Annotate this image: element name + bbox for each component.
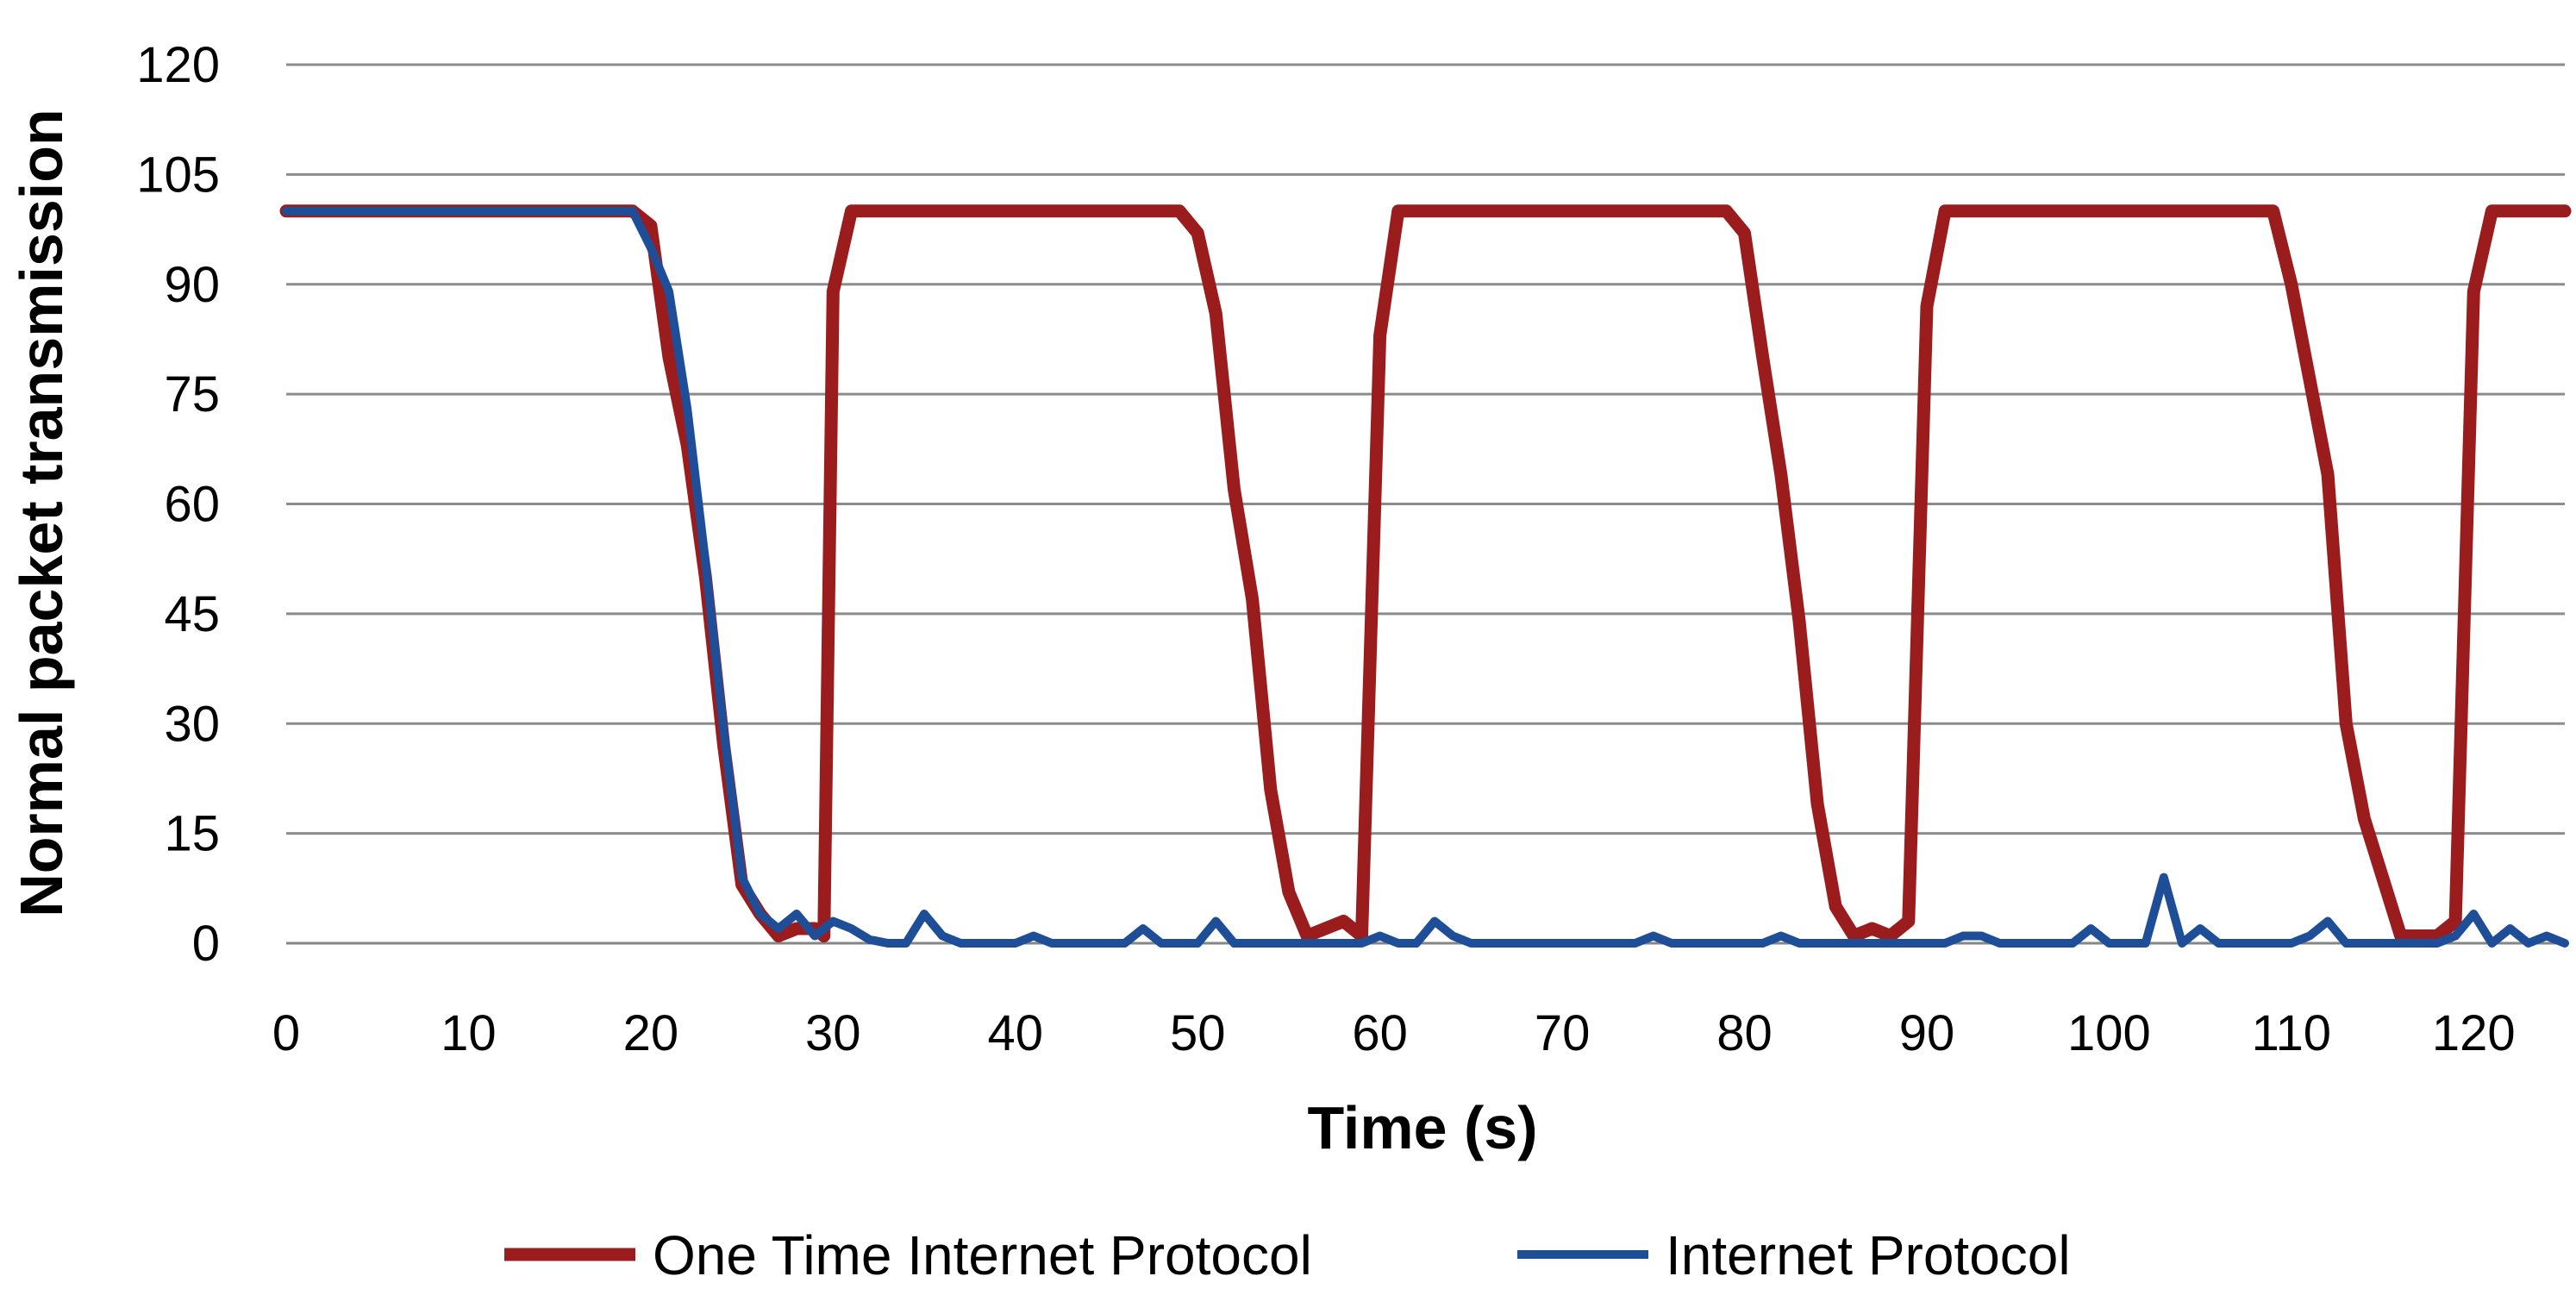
x-tick-label: 60 [1352, 1005, 1408, 1061]
y-tick-label: 30 [164, 696, 220, 752]
y-tick-label: 105 [136, 147, 220, 203]
legend-label: Internet Protocol [1666, 1224, 2071, 1286]
x-tick-label: 40 [988, 1005, 1044, 1061]
series-line-internet-protocol [282, 206, 2569, 948]
x-tick-label: 0 [272, 1005, 300, 1061]
x-axis-title: Time (s) [1307, 1094, 1537, 1161]
x-tick-label: 20 [623, 1005, 679, 1061]
legend-label: One Time Internet Protocol [653, 1224, 1312, 1286]
y-tick-label: 15 [164, 806, 220, 862]
x-tick-label: 80 [1716, 1005, 1773, 1061]
x-tick-label: 30 [805, 1005, 861, 1061]
y-tick-label: 45 [164, 586, 220, 642]
y-tick-label: 120 [136, 37, 220, 93]
x-tick-label: 10 [441, 1005, 497, 1061]
x-tick-label: 120 [2432, 1005, 2516, 1061]
gridlines [286, 63, 2565, 945]
x-tick-label: 70 [1535, 1005, 1591, 1061]
series-line-one-time-internet-protocol [279, 204, 2572, 942]
y-tick-label: 90 [164, 257, 220, 313]
y-axis-ticks: 0 15 30 45 60 75 90 105 120 [136, 37, 220, 972]
y-tick-label: 75 [164, 366, 220, 422]
x-axis-ticks: 0 10 20 30 40 50 60 70 80 90 100 110 120 [272, 1005, 2516, 1061]
x-tick-label: 100 [2067, 1005, 2151, 1061]
legend: One Time Internet Protocol Internet Proto… [504, 1224, 2071, 1286]
y-axis-title: Normal packet transmission [8, 109, 75, 917]
series-lines [279, 204, 2572, 948]
x-tick-label: 110 [2252, 1005, 2331, 1061]
x-tick-label: 90 [1899, 1005, 1955, 1061]
y-tick-label: 0 [192, 916, 220, 972]
y-tick-label: 60 [164, 477, 220, 533]
x-tick-label: 50 [1170, 1005, 1226, 1061]
